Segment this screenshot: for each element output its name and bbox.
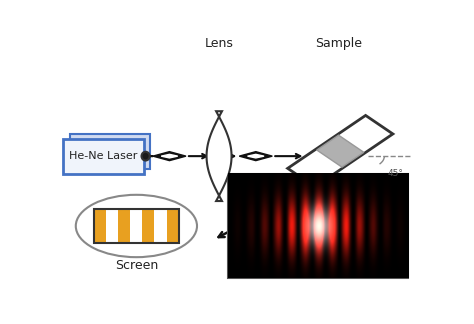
- Bar: [155, 209, 166, 243]
- Polygon shape: [239, 152, 272, 161]
- Bar: [94, 209, 179, 243]
- Text: 45°: 45°: [387, 169, 403, 178]
- Text: Lens: Lens: [205, 37, 234, 50]
- Bar: [142, 209, 155, 243]
- Bar: [166, 209, 179, 243]
- Bar: [106, 209, 118, 243]
- Bar: [94, 209, 106, 243]
- FancyBboxPatch shape: [70, 134, 150, 169]
- Bar: [228, 174, 408, 278]
- Polygon shape: [207, 111, 231, 201]
- Text: Screen: Screen: [115, 260, 158, 272]
- Polygon shape: [161, 154, 178, 158]
- Polygon shape: [317, 135, 364, 167]
- Ellipse shape: [142, 152, 150, 160]
- Polygon shape: [288, 115, 393, 187]
- Polygon shape: [247, 154, 264, 158]
- Text: Sample: Sample: [315, 37, 362, 50]
- FancyBboxPatch shape: [63, 139, 144, 174]
- Text: He-Ne Laser: He-Ne Laser: [69, 151, 137, 161]
- Bar: [94, 209, 179, 243]
- Bar: [118, 209, 130, 243]
- Polygon shape: [153, 152, 186, 161]
- Text: Fringes: Fringes: [259, 134, 311, 147]
- Bar: [130, 209, 142, 243]
- Ellipse shape: [76, 195, 197, 257]
